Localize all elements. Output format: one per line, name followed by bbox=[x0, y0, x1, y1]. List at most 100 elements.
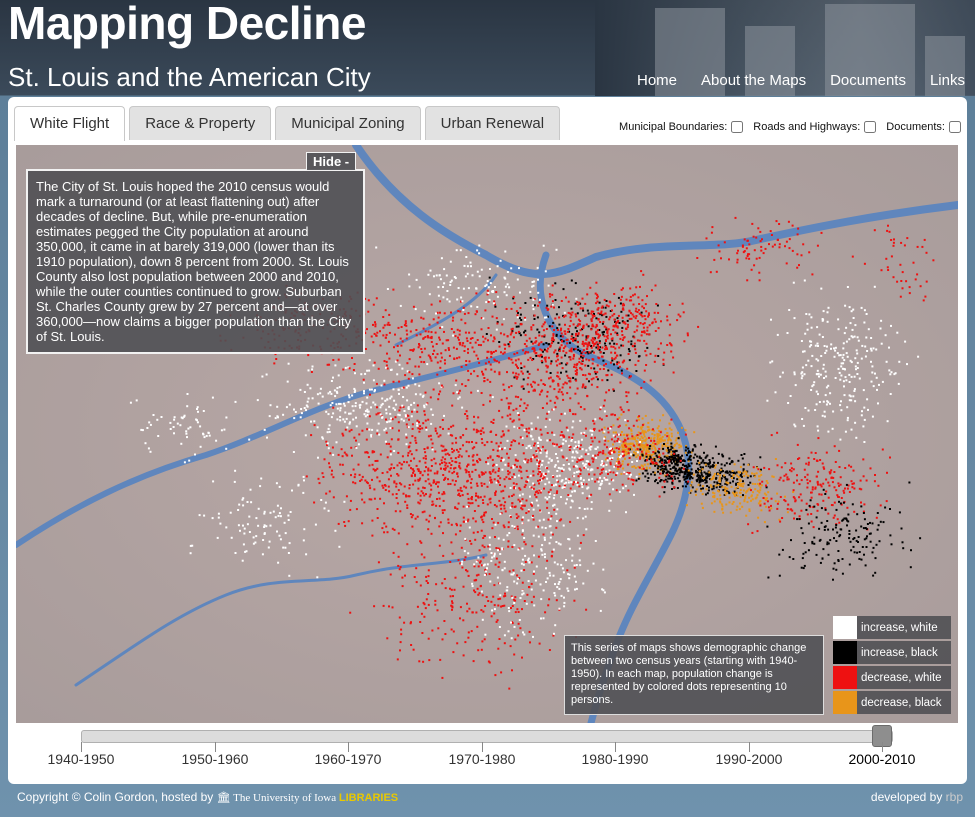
population-dot bbox=[616, 418, 619, 421]
population-dot bbox=[430, 331, 433, 334]
municipal-boundaries-checkbox[interactable] bbox=[731, 121, 744, 133]
population-change-map[interactable]: The City of St. Louis hoped the 2010 cen… bbox=[16, 145, 958, 723]
population-dot bbox=[552, 408, 555, 411]
population-dot bbox=[560, 356, 563, 359]
population-dot bbox=[604, 478, 607, 481]
population-dot bbox=[745, 491, 747, 494]
tab-white-flight[interactable]: White Flight bbox=[14, 106, 126, 141]
population-dot bbox=[366, 410, 369, 413]
population-dot bbox=[515, 513, 518, 516]
population-dot bbox=[816, 326, 819, 329]
population-dot bbox=[758, 484, 761, 487]
population-dot bbox=[547, 347, 550, 350]
nav-about-the-maps[interactable]: About the Maps bbox=[701, 72, 807, 89]
population-dot bbox=[531, 438, 534, 441]
population-dot bbox=[433, 349, 436, 352]
population-dot bbox=[603, 364, 605, 367]
population-dot bbox=[609, 316, 612, 319]
population-dot bbox=[483, 546, 486, 549]
population-dot bbox=[561, 434, 564, 437]
population-dot bbox=[538, 301, 541, 304]
population-dot bbox=[562, 347, 565, 350]
site-title: Mapping Decline bbox=[8, 0, 366, 49]
population-dot bbox=[808, 504, 811, 507]
population-dot bbox=[417, 492, 420, 495]
population-dot bbox=[698, 463, 701, 466]
population-dot bbox=[793, 373, 796, 376]
population-dot bbox=[566, 374, 569, 377]
population-dot bbox=[479, 496, 482, 499]
population-dot bbox=[415, 329, 418, 331]
population-dot bbox=[652, 452, 655, 455]
population-dot bbox=[556, 475, 559, 478]
population-dot bbox=[651, 418, 654, 421]
population-dot bbox=[423, 448, 426, 450]
population-dot bbox=[489, 394, 492, 397]
nav-home[interactable]: Home bbox=[637, 72, 678, 89]
population-dot bbox=[537, 441, 539, 444]
population-dot bbox=[851, 503, 854, 506]
population-dot bbox=[554, 349, 557, 352]
population-dot bbox=[695, 493, 697, 496]
tab-race-property[interactable]: Race & Property bbox=[129, 106, 272, 140]
population-dot bbox=[613, 451, 616, 454]
population-dot bbox=[441, 638, 444, 641]
population-dot bbox=[689, 471, 692, 474]
population-dot bbox=[724, 490, 727, 493]
population-dot bbox=[831, 481, 834, 484]
population-dot bbox=[543, 348, 546, 351]
roads-highways-checkbox[interactable] bbox=[864, 121, 877, 133]
population-dot bbox=[585, 608, 588, 611]
population-dot bbox=[343, 420, 346, 423]
population-dot bbox=[869, 347, 872, 350]
nav-links[interactable]: Links bbox=[929, 72, 965, 89]
population-dot bbox=[460, 300, 462, 303]
population-dot bbox=[752, 491, 754, 494]
population-dot bbox=[574, 282, 577, 285]
population-dot bbox=[511, 502, 514, 505]
population-dot bbox=[673, 475, 676, 478]
population-dot bbox=[488, 661, 491, 664]
population-dot bbox=[337, 374, 340, 377]
population-dot bbox=[829, 539, 832, 542]
population-dot bbox=[436, 373, 439, 376]
population-dot bbox=[826, 311, 829, 314]
population-dot bbox=[595, 346, 598, 349]
population-dot bbox=[743, 500, 746, 503]
population-dot bbox=[580, 362, 583, 365]
population-dot bbox=[506, 534, 509, 537]
tab-urban-renewal[interactable]: Urban Renewal bbox=[424, 106, 561, 140]
population-dot bbox=[554, 317, 557, 320]
population-dot bbox=[539, 451, 542, 454]
population-dot bbox=[520, 562, 523, 565]
population-dot bbox=[765, 486, 768, 489]
population-dot bbox=[592, 344, 595, 347]
population-dot bbox=[810, 451, 813, 454]
population-dot bbox=[508, 386, 510, 389]
population-dot bbox=[564, 345, 567, 348]
population-dot bbox=[547, 461, 550, 464]
population-dot bbox=[550, 339, 553, 342]
nav-documents[interactable]: Documents bbox=[830, 72, 906, 89]
population-dot bbox=[550, 515, 553, 518]
tab-municipal-zoning[interactable]: Municipal Zoning bbox=[275, 106, 421, 140]
population-dot bbox=[384, 440, 387, 443]
population-dot bbox=[763, 492, 766, 495]
population-dot bbox=[758, 491, 761, 494]
population-dot bbox=[719, 472, 722, 475]
population-dot bbox=[779, 520, 782, 523]
population-dot bbox=[383, 360, 386, 363]
population-dot bbox=[384, 309, 387, 312]
population-dot bbox=[592, 358, 595, 361]
population-dot bbox=[850, 375, 853, 378]
population-dot bbox=[372, 364, 375, 367]
population-dot bbox=[640, 270, 643, 273]
population-dot bbox=[673, 457, 676, 460]
population-dot bbox=[482, 472, 485, 475]
header: Mapping Decline St. Louis and the Americ… bbox=[0, 0, 975, 96]
population-dot bbox=[545, 349, 548, 352]
population-dot bbox=[635, 419, 638, 422]
documents-checkbox[interactable] bbox=[949, 121, 961, 133]
population-dot bbox=[622, 307, 625, 310]
population-dot bbox=[444, 349, 447, 352]
